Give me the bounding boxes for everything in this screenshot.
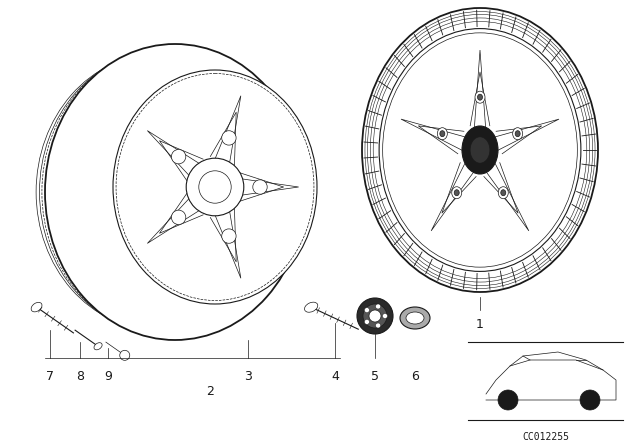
Text: 6: 6 (411, 370, 419, 383)
Text: 4: 4 (331, 370, 339, 383)
Ellipse shape (500, 190, 506, 196)
Circle shape (221, 229, 236, 243)
Circle shape (580, 390, 600, 410)
Ellipse shape (45, 44, 305, 340)
Text: 3: 3 (244, 370, 252, 383)
Circle shape (498, 390, 518, 410)
Polygon shape (401, 119, 470, 152)
Ellipse shape (477, 94, 483, 100)
Text: 2: 2 (206, 385, 214, 398)
Ellipse shape (470, 137, 490, 163)
Circle shape (186, 158, 244, 216)
Text: 7: 7 (46, 370, 54, 383)
Ellipse shape (440, 131, 445, 137)
Polygon shape (431, 158, 477, 231)
Polygon shape (147, 190, 207, 243)
Circle shape (363, 304, 387, 328)
Circle shape (383, 314, 387, 319)
Polygon shape (212, 201, 241, 278)
Text: 9: 9 (104, 370, 112, 383)
Text: CC012255: CC012255 (522, 432, 569, 442)
Circle shape (357, 298, 393, 334)
Polygon shape (483, 158, 529, 231)
Ellipse shape (513, 128, 523, 140)
Polygon shape (147, 131, 207, 184)
Circle shape (369, 310, 381, 322)
Ellipse shape (305, 302, 318, 312)
Ellipse shape (400, 307, 430, 329)
Polygon shape (231, 177, 299, 197)
Ellipse shape (452, 187, 461, 199)
Ellipse shape (406, 312, 424, 324)
Circle shape (376, 323, 381, 328)
Text: 1: 1 (476, 318, 484, 331)
Ellipse shape (454, 190, 460, 196)
Ellipse shape (462, 126, 498, 174)
Text: 5: 5 (371, 370, 379, 383)
Circle shape (364, 308, 369, 313)
Ellipse shape (94, 343, 102, 350)
Circle shape (199, 171, 231, 203)
Circle shape (120, 350, 130, 360)
Polygon shape (474, 50, 486, 135)
Polygon shape (490, 119, 559, 152)
Circle shape (364, 319, 369, 324)
Circle shape (221, 131, 236, 145)
Ellipse shape (31, 302, 42, 312)
Ellipse shape (379, 29, 581, 271)
Ellipse shape (437, 128, 447, 140)
Circle shape (172, 150, 186, 164)
Ellipse shape (475, 91, 485, 103)
Circle shape (376, 304, 381, 309)
Ellipse shape (362, 8, 598, 292)
Ellipse shape (499, 187, 508, 199)
Polygon shape (212, 96, 241, 172)
Ellipse shape (113, 70, 317, 304)
Text: 8: 8 (76, 370, 84, 383)
Circle shape (253, 180, 268, 194)
Ellipse shape (515, 131, 520, 137)
Circle shape (172, 210, 186, 224)
